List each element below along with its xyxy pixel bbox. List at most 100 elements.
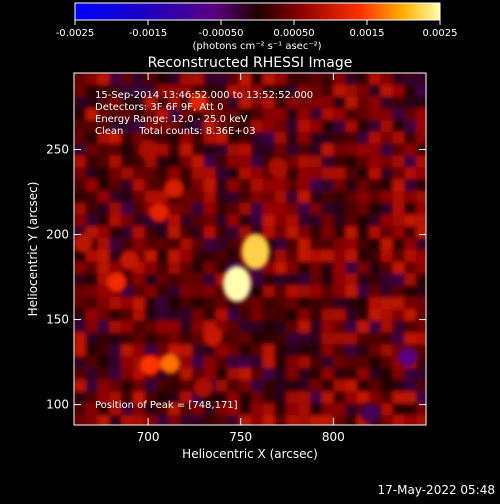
texture-cell <box>168 297 181 309</box>
texture-cell <box>168 132 181 144</box>
texture-cell <box>109 297 122 309</box>
texture-cell <box>369 179 381 191</box>
texture-cell <box>227 120 240 132</box>
texture-cell <box>251 368 263 380</box>
texture-cell <box>215 214 228 227</box>
texture-cell <box>369 379 381 392</box>
texture-cell <box>380 415 393 425</box>
texture-cell <box>392 143 405 156</box>
texture-cell <box>298 332 310 345</box>
texture-cell <box>121 96 133 109</box>
texture-cell <box>298 132 310 144</box>
texture-cell <box>380 84 393 97</box>
texture-cell <box>97 250 110 262</box>
texture-cell <box>251 179 263 191</box>
texture-cell <box>203 120 216 132</box>
texture-cell <box>345 332 358 345</box>
texture-cell <box>369 226 381 239</box>
texture-cell <box>156 403 169 416</box>
texture-cell <box>97 320 110 333</box>
texture-cell <box>310 344 322 357</box>
texture-cell <box>144 297 157 309</box>
texture-cell <box>333 332 346 345</box>
texture-cell <box>298 155 310 168</box>
texture-cell <box>180 155 192 168</box>
texture-cell <box>251 202 263 215</box>
texture-cell <box>310 261 322 274</box>
texture-cell <box>369 250 381 262</box>
texture-cell <box>74 332 86 345</box>
texture-cell <box>380 356 393 368</box>
texture-cell <box>227 191 240 203</box>
texture-cell <box>109 415 122 425</box>
texture-cell <box>215 226 228 239</box>
texture-cell <box>227 84 240 97</box>
texture-cell <box>74 415 86 425</box>
texture-cell <box>85 132 98 144</box>
texture-cell <box>310 132 322 144</box>
heatmap-source <box>149 202 170 223</box>
heatmap-source <box>267 156 288 177</box>
texture-cell <box>215 202 228 215</box>
texture-cell <box>345 297 358 309</box>
texture-cell <box>85 261 98 274</box>
texture-cell <box>144 285 157 298</box>
texture-cell <box>239 368 251 380</box>
texture-cell <box>203 391 216 404</box>
texture-cell <box>168 273 181 286</box>
texture-cell <box>310 356 322 368</box>
texture-cell <box>380 155 393 168</box>
texture-cell <box>215 309 228 321</box>
texture-cell <box>404 167 417 180</box>
texture-cell <box>345 132 358 144</box>
texture-cell <box>392 167 405 180</box>
texture-cell <box>262 261 275 274</box>
texture-cell <box>345 96 358 109</box>
texture-cell <box>298 214 310 227</box>
texture-cell <box>192 309 204 321</box>
texture-cell <box>180 273 192 286</box>
texture-cell <box>203 403 216 416</box>
texture-cell <box>97 226 110 239</box>
texture-cell <box>416 309 426 321</box>
texture-cell <box>286 155 299 168</box>
texture-cell <box>97 120 110 132</box>
texture-cell <box>133 120 145 132</box>
texture-cell <box>227 155 240 168</box>
texture-cell <box>416 108 426 121</box>
texture-cell <box>274 261 287 274</box>
texture-cell <box>357 108 369 121</box>
texture-cell <box>203 84 216 97</box>
texture-cell <box>357 320 369 333</box>
texture-cell <box>369 297 381 309</box>
texture-cell <box>333 84 346 97</box>
heatmap-source <box>360 403 381 424</box>
annotation-block: 15-Sep-2014 13:46:52.000 to 13:52:52.000… <box>95 90 313 137</box>
texture-cell <box>121 108 133 121</box>
texture-cell <box>227 214 240 227</box>
texture-cell <box>203 143 216 156</box>
texture-cell <box>404 191 417 203</box>
y-tick-label: 200 <box>46 228 69 242</box>
heatmap-source <box>193 377 214 398</box>
texture-cell <box>239 226 251 239</box>
texture-cell <box>180 214 192 227</box>
texture-cell <box>369 238 381 250</box>
texture-cell <box>345 344 358 357</box>
texture-cell <box>392 226 405 239</box>
texture-cell <box>133 415 145 425</box>
texture-cell <box>321 96 334 109</box>
y-axis-label: Heliocentric Y (arcsec) <box>26 182 40 317</box>
x-tick-label: 750 <box>229 430 252 444</box>
texture-cell <box>321 179 334 191</box>
texture-cell <box>380 261 393 274</box>
texture-cell <box>227 250 240 262</box>
texture-cell <box>274 73 287 85</box>
texture-cell <box>168 379 181 392</box>
texture-cell <box>133 344 145 357</box>
texture-cell <box>416 368 426 380</box>
texture-cell <box>133 214 145 227</box>
texture-cell <box>286 226 299 239</box>
texture-cell <box>357 285 369 298</box>
texture-cell <box>180 309 192 321</box>
